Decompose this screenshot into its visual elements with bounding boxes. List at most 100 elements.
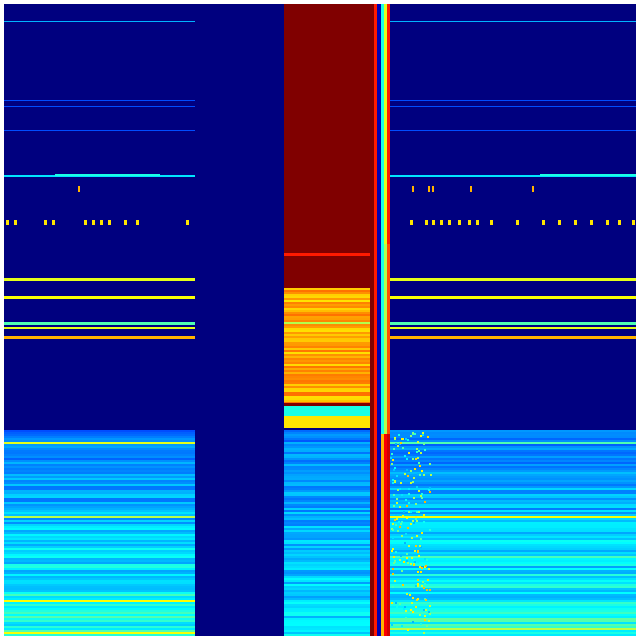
heatmap-row [4, 568, 195, 570]
heatmap-row [284, 318, 370, 320]
heatmap-speckle [414, 550, 416, 552]
heatmap-row [284, 462, 370, 464]
heatmap-row [4, 498, 195, 500]
heatmap-row [284, 554, 370, 556]
heatmap-row [4, 452, 195, 454]
heatmap-speckle [412, 597, 414, 599]
heatmap-speckle [421, 470, 423, 472]
heatmap-dot [448, 220, 451, 225]
heatmap-row [284, 368, 370, 370]
heatmap-row [390, 560, 636, 562]
heatmap-row [4, 634, 195, 636]
heatmap-speckle [417, 457, 419, 459]
heatmap-row [284, 392, 370, 394]
heatmap-speckle [399, 443, 401, 445]
heatmap-speckle [403, 608, 405, 610]
heatmap-row [284, 382, 370, 384]
heatmap-dot [440, 220, 443, 225]
heatmap-speckle [397, 489, 399, 491]
heatmap-row [390, 486, 636, 488]
heatmap-row [390, 484, 636, 486]
heatmap-row [284, 560, 370, 562]
heatmap-row [284, 362, 370, 364]
heatmap-row [4, 502, 195, 504]
heatmap-row [4, 608, 195, 610]
heatmap-row [4, 630, 195, 632]
heatmap-speckle [419, 474, 421, 476]
heatmap-row [284, 592, 370, 594]
heatmap-row [4, 474, 195, 476]
heatmap-speckle [399, 526, 401, 528]
heatmap-row [284, 326, 370, 328]
heatmap-row [4, 550, 195, 552]
heatmap-row [284, 440, 370, 442]
heatmap-row [284, 380, 370, 382]
heatmap-row [4, 538, 195, 540]
heatmap-row [284, 350, 370, 352]
heatmap-row [284, 370, 370, 372]
heatmap-speckle [428, 568, 430, 570]
heatmap-row [4, 480, 195, 482]
heatmap-speckle [400, 523, 402, 525]
heatmap-row [284, 432, 370, 434]
heatmap-speckle [410, 470, 412, 472]
heatmap-row [284, 550, 370, 552]
heatmap-row [4, 534, 195, 536]
heatmap-row [284, 430, 370, 432]
heatmap-row [284, 388, 370, 390]
heatmap-speckle [406, 560, 408, 562]
heatmap-speckle [423, 514, 425, 516]
heatmap-row [284, 456, 370, 458]
heatmap-row [284, 632, 370, 634]
heatmap-row [284, 446, 370, 448]
heatmap-row [4, 548, 195, 550]
heatmap-dot [432, 186, 434, 192]
heatmap-speckle [405, 499, 407, 501]
heatmap-row [390, 612, 636, 614]
heatmap-speckle [392, 482, 394, 484]
heatmap-row [4, 494, 195, 496]
heatmap-row [4, 520, 195, 522]
heatmap-speckle [404, 473, 406, 475]
heatmap-speckle [408, 493, 410, 495]
heatmap-row [284, 586, 370, 588]
heatmap-row [284, 332, 370, 334]
heatmap-band [4, 556, 195, 558]
heatmap-row [284, 468, 370, 470]
heatmap-row [4, 546, 195, 548]
heatmap-row [390, 430, 636, 432]
heatmap-speckle [419, 545, 421, 547]
heatmap-speckle [416, 511, 418, 513]
heatmap-speckle [403, 561, 405, 563]
heatmap-dot [14, 220, 17, 225]
heatmap-row [284, 310, 370, 312]
heatmap-speckle [411, 557, 413, 559]
heatmap-row [284, 396, 370, 398]
heatmap-row [284, 482, 370, 484]
heatmap-speckle [425, 609, 427, 611]
heatmap-row [284, 486, 370, 488]
heatmap-row [284, 378, 370, 380]
heatmap-row [390, 614, 636, 616]
heatmap-row [390, 610, 636, 612]
heatmap-row [390, 508, 636, 510]
heatmap-row [284, 574, 370, 576]
heatmap-row [390, 520, 636, 522]
heatmap-speckle [393, 448, 395, 450]
heatmap-row [390, 576, 636, 578]
heatmap-row [390, 480, 636, 482]
heatmap-row [4, 558, 195, 560]
heatmap-speckle [423, 587, 425, 589]
heatmap-speckle [412, 433, 414, 435]
heatmap-row [390, 470, 636, 472]
heatmap-speckle [415, 545, 417, 547]
heatmap-speckle [429, 613, 431, 615]
heatmap-speckle [429, 463, 431, 465]
heatmap-speckle [392, 568, 394, 570]
heatmap-speckle [406, 517, 408, 519]
heatmap-speckle [393, 494, 395, 496]
heatmap-row [390, 538, 636, 540]
heatmap-speckle [408, 545, 410, 547]
heatmap-speckle [416, 448, 418, 450]
heatmap-row [284, 566, 370, 568]
